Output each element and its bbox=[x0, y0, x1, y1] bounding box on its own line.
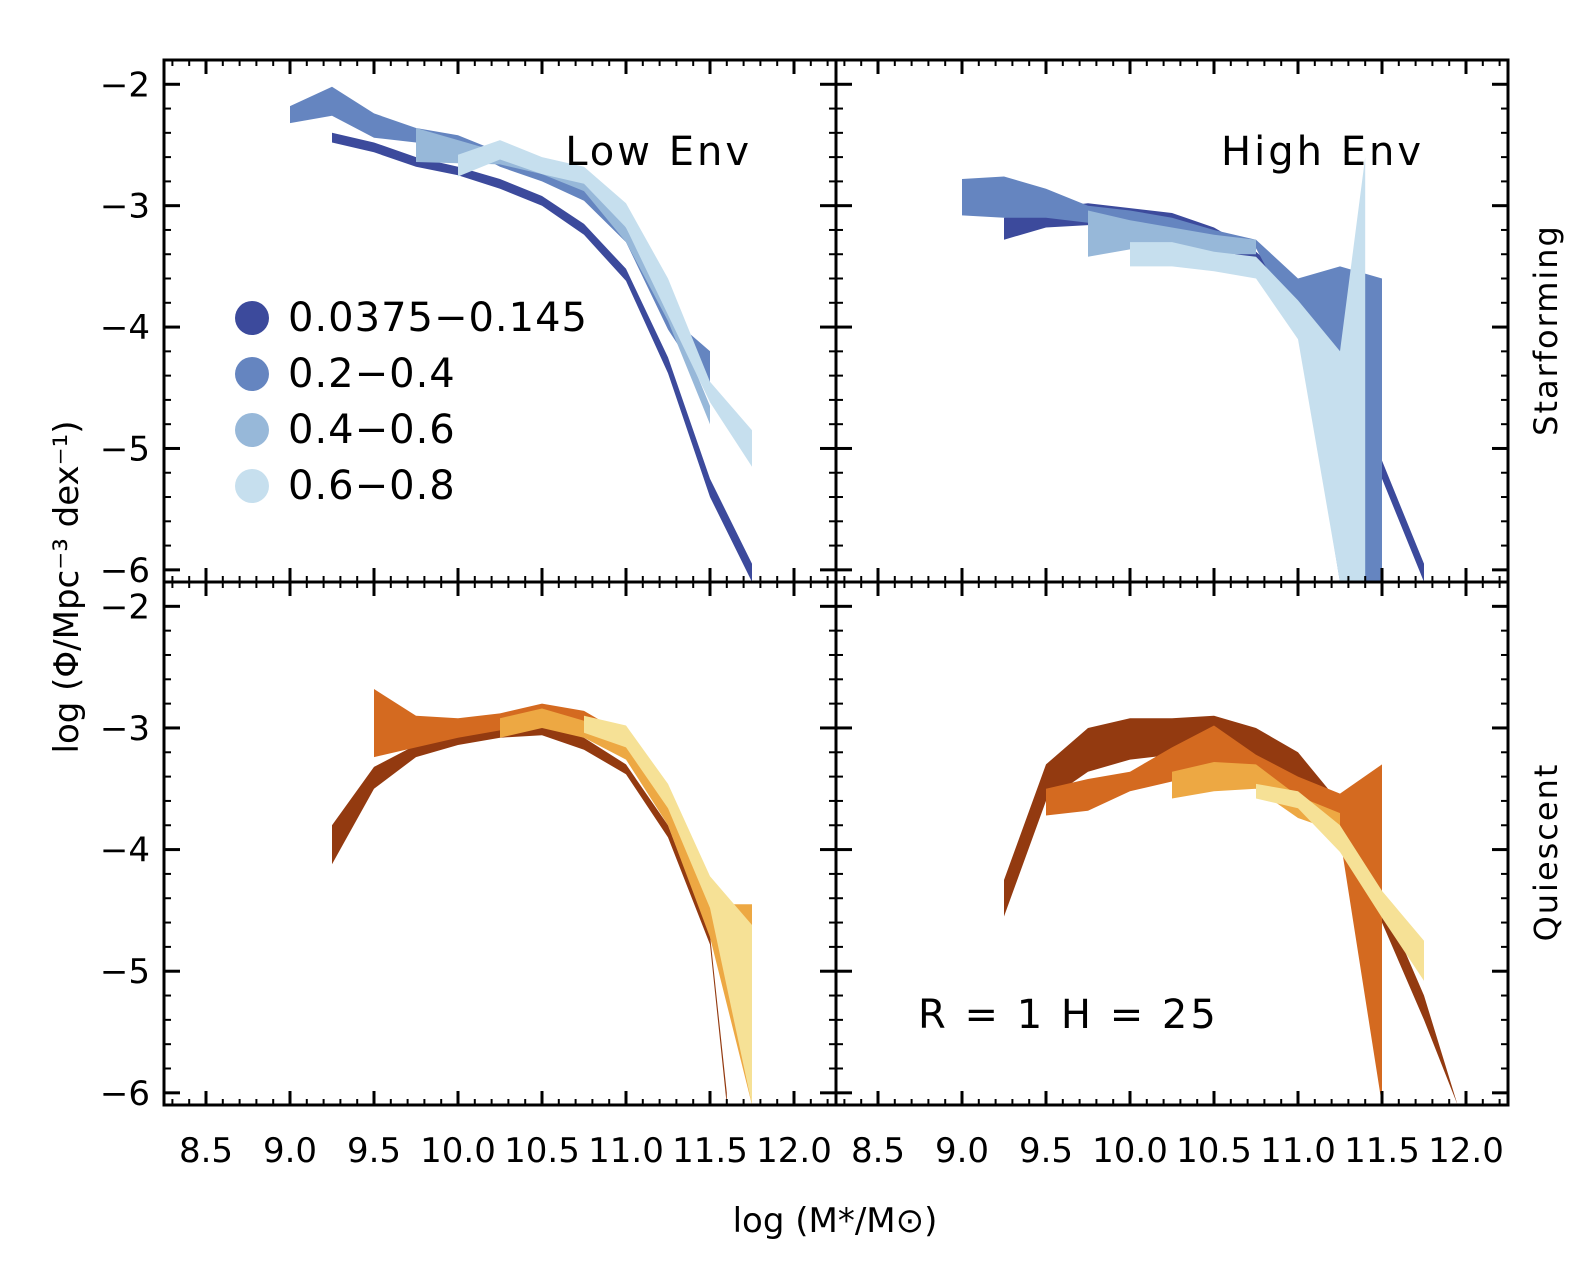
y-tick-label: −6 bbox=[100, 551, 150, 591]
series-band-3 bbox=[1172, 762, 1340, 833]
series-group bbox=[962, 157, 1424, 582]
series-band-4 bbox=[584, 715, 752, 1105]
y-tick-label: −6 bbox=[100, 1074, 150, 1114]
row-label-quiescent: Quiescent bbox=[1527, 763, 1565, 942]
panel-title-high-env: High Env bbox=[1221, 129, 1424, 175]
x-tick-label: 8.5 bbox=[179, 1131, 233, 1171]
legend-label-2: 0.2−0.4 bbox=[288, 351, 456, 397]
panel-frame bbox=[834, 580, 1510, 1107]
y-tick-label: −5 bbox=[100, 952, 150, 992]
y-tick-label: −2 bbox=[100, 587, 150, 627]
x-tick-label: 10.0 bbox=[1092, 1131, 1168, 1171]
x-tick-label: 9.0 bbox=[263, 1131, 317, 1171]
series-band-4 bbox=[458, 140, 752, 467]
x-tick-label: 11.5 bbox=[672, 1131, 748, 1171]
x-tick-label: 11.5 bbox=[1344, 1131, 1420, 1171]
y-tick-label: −5 bbox=[100, 429, 150, 469]
plot-layer: −2−3−4−5−6−2−3−4−5−68.5 9.0 9.5 10.0 10.5 11.… bbox=[100, 58, 1510, 1171]
legend-swatch-1 bbox=[235, 301, 269, 335]
legend-swatch-2 bbox=[235, 357, 269, 391]
x-tick-label: 11.0 bbox=[588, 1131, 664, 1171]
legend-label-1: 0.0375−0.145 bbox=[288, 295, 588, 341]
x-tick-label: 12.0 bbox=[756, 1131, 832, 1171]
panel-bottom-left: −2 −3 −4 −5 −6 8.5 9.0 9.5 10.0 10.5 11.0 11.5 12.0 bbox=[100, 580, 838, 1171]
row-label-starforming: Starforming bbox=[1527, 224, 1565, 436]
legend: 0.0375−0.145 0.2−0.4 0.4−0.6 0.6−0.8 bbox=[235, 295, 588, 509]
y-tick-label: −3 bbox=[100, 709, 150, 749]
series-band-4 bbox=[1130, 157, 1366, 582]
series-band-2 bbox=[962, 176, 1382, 582]
x-tick-label: 10.0 bbox=[420, 1131, 496, 1171]
series-band-3 bbox=[500, 708, 752, 1105]
y-tick-label: −3 bbox=[100, 187, 150, 227]
y-tick-label: −4 bbox=[100, 308, 150, 348]
series-group bbox=[1004, 715, 1458, 1105]
panel-bottom-right: 8.5 9.0 9.5 10.0 10.5 11.0 11.5 12.0 bbox=[834, 580, 1510, 1171]
y-axis-title: log (Φ/Mpc⁻³ dex⁻¹) bbox=[47, 421, 87, 754]
series-band-1 bbox=[332, 132, 752, 582]
x-tick-label: 9.5 bbox=[1019, 1131, 1073, 1171]
x-axis-title: log (M*/M⊙) bbox=[733, 1201, 938, 1241]
legend-label-3: 0.4−0.6 bbox=[288, 407, 456, 453]
panel-title-low-env: Low Env bbox=[565, 129, 752, 175]
x-tick-label: 9.0 bbox=[935, 1131, 989, 1171]
legend-swatch-3 bbox=[235, 413, 269, 447]
series-band-1 bbox=[332, 723, 727, 1105]
annotation-r-h: R = 1 H = 25 bbox=[918, 992, 1219, 1038]
series-group bbox=[290, 86, 752, 582]
legend-swatch-4 bbox=[235, 469, 269, 503]
x-tick-label: 10.5 bbox=[1176, 1131, 1252, 1171]
x-tick-label: 8.5 bbox=[851, 1131, 905, 1171]
y-tick-label: −4 bbox=[100, 831, 150, 871]
legend-label-4: 0.6−0.8 bbox=[288, 463, 456, 509]
x-tick-label: 10.5 bbox=[504, 1131, 580, 1171]
y-tick-label: −2 bbox=[100, 65, 150, 105]
x-tick-label: 11.0 bbox=[1260, 1131, 1336, 1171]
series-group bbox=[332, 689, 752, 1105]
x-tick-label: 12.0 bbox=[1428, 1131, 1504, 1171]
x-tick-label: 9.5 bbox=[347, 1131, 401, 1171]
